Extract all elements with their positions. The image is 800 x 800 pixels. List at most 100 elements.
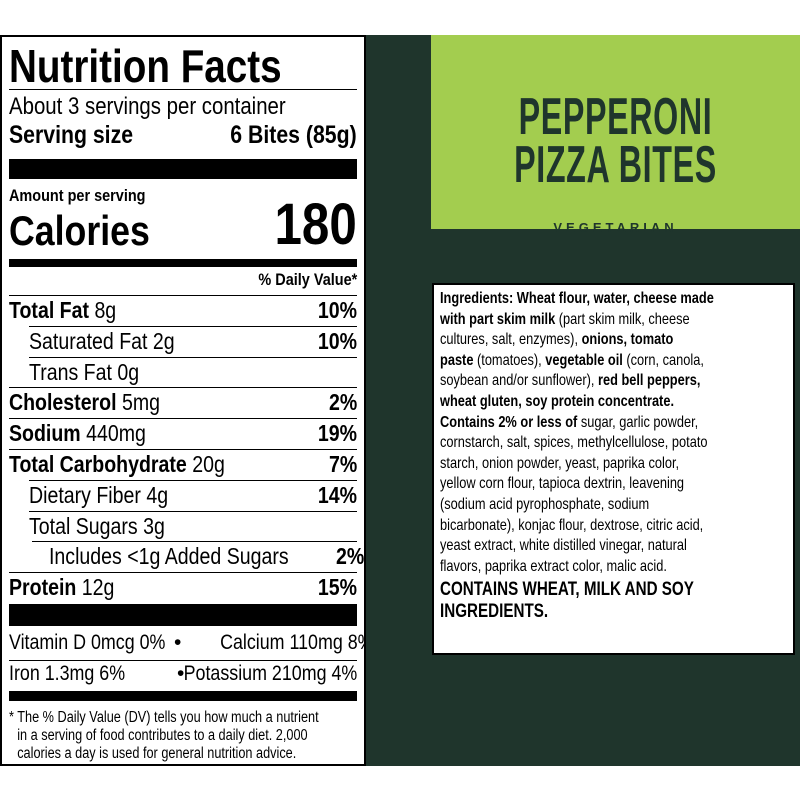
ingredients-text: red bell peppers,	[597, 372, 701, 390]
nutrient-name: Protein 12g	[9, 574, 115, 601]
nutrient-row: Protein 12g 15%	[9, 574, 357, 601]
nutrient-name: Saturated Fat 2g	[29, 327, 175, 354]
nutrient-row: Saturated Fat 2g 10%	[9, 328, 357, 355]
ingredients-text: cornstarch, salt, spices, methylcellulos…	[440, 434, 708, 452]
ingredients-line: (sodium acid pyrophosphate, sodium	[440, 495, 787, 516]
ingredients-line: cornstarch, salt, spices, methylcellulos…	[440, 433, 787, 454]
thick-divider	[9, 159, 357, 179]
nutrition-facts-label: Nutrition Facts About 3 servings per con…	[0, 35, 374, 766]
daily-value-header: % Daily Value*	[258, 270, 357, 289]
nutrient-row: Cholesterol 5mg 2%	[9, 389, 357, 416]
divider	[29, 479, 357, 481]
nutrient-row: Total Carbohydrate 20g 7%	[9, 451, 357, 478]
divider	[9, 387, 357, 389]
vitamin-row: Iron 1.3mg 6% • Potassium 210mg 4%	[9, 662, 357, 686]
divider	[9, 89, 357, 90]
daily-value: 2%	[335, 543, 365, 570]
ingredients-line: with part skim milk (part skim milk, che…	[440, 310, 787, 331]
ingredients-line: wheat gluten, soy protein concentrate.	[440, 392, 787, 413]
serving-size: Serving size 6 Bites (85g)	[9, 121, 357, 149]
divider	[9, 295, 357, 296]
divider	[29, 510, 357, 512]
ingredients-box: Ingredients: Wheat flour, water, cheese …	[432, 283, 795, 655]
ingredients-text: (part skim milk, cheese	[555, 310, 690, 328]
nutrient-name: Total Fat 8g	[9, 297, 117, 323]
ingredients-line: paste (tomatoes), vegetable oil (corn, c…	[440, 351, 787, 372]
daily-value: 2%	[328, 389, 357, 416]
nutrient-name: Dietary Fiber 4g	[29, 481, 169, 508]
divider	[9, 449, 357, 450]
amount-per-serving: Amount per serving	[9, 186, 146, 205]
nutrient-row: Total Fat 8g 10%	[9, 297, 357, 324]
allergen-statement: INGREDIENTS.	[440, 601, 549, 623]
daily-value: 10%	[317, 297, 357, 323]
ingredients-text: (sodium acid pyrophosphate, sodium	[440, 495, 650, 513]
divider	[9, 572, 357, 574]
allergen-statement: CONTAINS WHEAT, MILK AND SOY	[440, 579, 694, 601]
ingredients-text: yellow corn flour, tapioca dextrin, leav…	[440, 475, 685, 493]
nutrient-name: Includes <1g Added Sugars	[49, 543, 289, 570]
footnote: * The % Daily Value (DV) tells you how m…	[9, 709, 319, 762]
nutrient-row: Trans Fat 0g	[9, 359, 357, 386]
nutrient-name: Total Carbohydrate 20g	[9, 451, 225, 477]
ingredients-line: Ingredients: Wheat flour, water, cheese …	[440, 289, 787, 310]
ingredients-line: soybean and/or sunflower), red bell pepp…	[440, 371, 787, 392]
vitamin-right: Potassium 210mg 4%	[183, 662, 357, 685]
nutrient-row: Sodium 440mg 19%	[9, 420, 357, 447]
medium-divider	[9, 259, 357, 267]
nutrient-row: Total Sugars 3g	[9, 513, 357, 540]
ingredients-text: onions, tomato	[581, 331, 674, 349]
product-title: PEPPERONI PIZZA BITES	[514, 88, 717, 194]
daily-value: 7%	[328, 451, 357, 477]
nutrient-row: Includes <1g Added Sugars 2%	[9, 543, 364, 570]
ingredients-text: wheat gluten, soy protein concentrate.	[440, 392, 674, 410]
ingredients-text: bicarbonate), konjac flour, dextrose, ci…	[440, 516, 704, 534]
daily-value: 19%	[317, 420, 357, 447]
ingredients-text: (corn, canola,	[622, 351, 704, 369]
divider	[29, 356, 357, 358]
ingredients-text: sugar, garlic powder,	[577, 413, 699, 431]
ingredients-line: cultures, salt, enzymes), onions, tomato	[440, 330, 787, 351]
ingredients-text: Contains 2% or less of	[440, 413, 578, 431]
product-subtitle: VEGETARIAN	[553, 220, 678, 235]
ingredients-line: yellow corn flour, tapioca dextrin, leav…	[440, 474, 787, 495]
divider	[9, 418, 357, 420]
daily-value: 15%	[317, 574, 357, 601]
vitamin-row: Vitamin D 0mcg 0% • Calcium 110mg 8%	[9, 631, 374, 655]
nutrient-name: Cholesterol 5mg	[9, 389, 161, 416]
daily-value: 14%	[317, 481, 357, 508]
product-title-block: PEPPERONI PIZZA BITES VEGETARIAN	[431, 35, 800, 235]
ingredients-text: paste	[440, 351, 474, 369]
divider	[32, 541, 357, 543]
daily-value: 10%	[317, 327, 357, 354]
thick-divider	[9, 604, 357, 626]
ingredients-line: Contains 2% or less of sugar, garlic pow…	[440, 413, 787, 434]
calories: Calories 180	[9, 192, 357, 257]
ingredients-text: yeast extract, white distilled vinegar, …	[440, 537, 687, 555]
ingredients-text: (tomatoes),	[473, 351, 546, 369]
bullet: •	[177, 662, 185, 685]
ingredients-text: cultures, salt, enzymes),	[440, 331, 582, 349]
nutrient-name: Sodium 440mg	[9, 420, 146, 447]
ingredients-text: vegetable oil	[545, 351, 623, 369]
vitamin-right: Calcium 110mg 8%	[220, 631, 374, 654]
ingredients-text: Ingredients: Wheat flour, water, cheese …	[440, 290, 714, 307]
nutrient-name: Total Sugars 3g	[29, 512, 165, 539]
vitamin-left: Vitamin D 0mcg 0%	[9, 631, 166, 654]
ingredients-text: starch, onion powder, yeast, paprika col…	[440, 454, 680, 472]
nutrient-name: Trans Fat 0g	[29, 358, 140, 385]
divider	[9, 660, 357, 661]
servings-per-container: About 3 servings per container	[9, 93, 286, 120]
ingredients-text: soybean and/or sunflower),	[440, 372, 598, 390]
ingredients-line: yeast extract, white distilled vinegar, …	[440, 536, 787, 557]
bullet: •	[174, 631, 182, 654]
ingredients-line: starch, onion powder, yeast, paprika col…	[440, 454, 787, 475]
ingredients-text: flavors, paprika extract color, malic ac…	[440, 557, 667, 575]
divider	[29, 325, 357, 327]
label-title: Nutrition Facts	[9, 40, 282, 92]
ingredients-line: flavors, paprika extract color, malic ac…	[440, 557, 787, 578]
medium-divider	[9, 691, 357, 701]
ingredients-text: with part skim milk	[440, 310, 556, 328]
vitamin-left: Iron 1.3mg 6%	[9, 662, 126, 685]
nutrient-row: Dietary Fiber 4g 14%	[9, 482, 357, 509]
